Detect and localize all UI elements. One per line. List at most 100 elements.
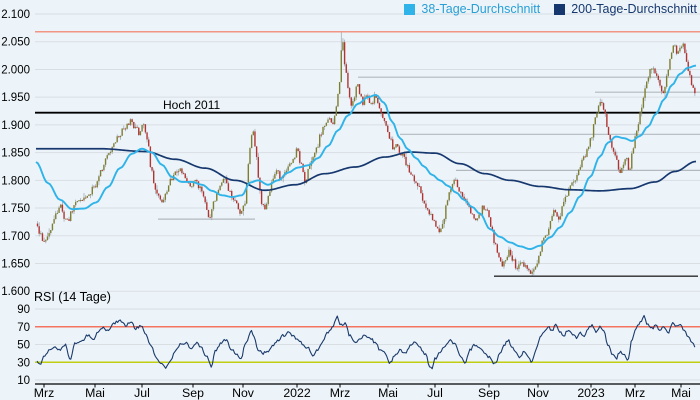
candle-body <box>521 262 523 264</box>
candle-body <box>128 123 130 125</box>
candle-body <box>448 192 450 201</box>
candle-body <box>496 244 499 253</box>
candle-body <box>171 178 173 181</box>
candle-body <box>355 86 357 98</box>
candle-body <box>426 207 429 210</box>
candle-body <box>519 262 522 265</box>
candle-body <box>483 205 485 210</box>
candle-body <box>385 120 387 126</box>
candle-body <box>568 189 570 196</box>
candle-body <box>692 85 694 88</box>
rsi-y-tick-label: 10 <box>17 375 30 387</box>
candle-body <box>475 218 477 221</box>
candle-body <box>189 183 191 187</box>
candle-body <box>597 105 600 114</box>
candle-body <box>269 191 271 196</box>
candle-body <box>556 212 558 217</box>
candle-body <box>446 200 449 206</box>
candle-body <box>250 135 253 149</box>
candle-body <box>622 164 625 168</box>
candle-body <box>529 270 532 274</box>
legend-item-ma38[interactable]: 38-Tage-Durchschnitt <box>404 2 540 17</box>
candle-body <box>93 186 95 188</box>
legend-item-ma200[interactable]: 200-Tage-Durchschnitt <box>554 2 697 17</box>
candle-body <box>669 58 671 70</box>
candle-body <box>647 77 650 82</box>
candle-body <box>162 199 165 203</box>
candle-body <box>312 157 314 162</box>
candle-body <box>274 174 276 179</box>
candle-body <box>61 204 64 212</box>
candle-body <box>66 218 69 220</box>
x-axis-label: Jul <box>134 386 150 400</box>
candle-body <box>526 265 528 269</box>
candle-body <box>289 163 291 167</box>
x-axis-label: Mrz <box>330 386 351 400</box>
candle-body <box>101 170 103 172</box>
candle-body <box>646 81 648 89</box>
candle-body <box>114 142 117 144</box>
candle-body <box>382 112 384 118</box>
candle-body <box>558 216 560 220</box>
candle-body <box>169 178 171 186</box>
candle-body <box>287 166 289 171</box>
candle-body <box>242 205 245 212</box>
candle-body <box>433 220 435 222</box>
candle-body <box>134 126 137 129</box>
candle-body <box>55 213 57 220</box>
candle-body <box>260 190 263 205</box>
candle-body <box>596 113 598 118</box>
candle-body <box>387 125 389 133</box>
candle-body <box>642 97 645 108</box>
candle-body <box>240 211 243 214</box>
candle-body <box>182 173 185 175</box>
candle-body <box>368 97 371 103</box>
candle-body <box>388 132 391 139</box>
candle-body <box>164 193 167 200</box>
candle-body <box>528 268 530 271</box>
candle-body <box>514 259 517 269</box>
candle-body <box>211 209 213 218</box>
candle-body <box>408 165 411 173</box>
candle-body <box>347 72 349 88</box>
candle-body <box>493 229 495 244</box>
candle-body <box>156 189 158 194</box>
candle-body <box>491 226 494 230</box>
candle-body <box>677 51 679 54</box>
candle-body <box>592 124 595 138</box>
candle-body <box>546 234 548 236</box>
candle-body <box>561 206 563 217</box>
candle-body <box>611 139 613 148</box>
candle-body <box>624 159 626 165</box>
candle-body <box>63 211 65 219</box>
candle-body <box>124 128 127 130</box>
candle-body <box>174 171 176 176</box>
candle-body <box>380 108 382 113</box>
candle-body <box>445 205 447 219</box>
candle-body <box>229 190 231 192</box>
candle-body <box>144 124 147 133</box>
candle-body <box>612 147 615 152</box>
candle-body <box>489 217 492 227</box>
candle-body <box>498 252 500 258</box>
candle-body <box>639 112 641 125</box>
candle-body <box>667 69 669 76</box>
candle-body <box>106 155 108 159</box>
candle-body <box>186 178 188 183</box>
candle-body <box>455 179 457 181</box>
candle-body <box>212 201 215 210</box>
candle-body <box>209 217 211 219</box>
candle-body <box>353 97 356 102</box>
candle-body <box>262 204 264 205</box>
candle-body <box>221 182 223 186</box>
candle-body <box>609 134 611 140</box>
candle-body <box>690 75 693 86</box>
rsi-y-tick-label: 50 <box>17 340 30 352</box>
rsi-panel-title: RSI (14 Tage) <box>34 290 111 304</box>
candle-body <box>451 184 454 190</box>
candle-body <box>460 191 462 193</box>
candle-body <box>416 182 419 186</box>
candle-body <box>222 178 225 183</box>
candle-body <box>538 255 540 264</box>
